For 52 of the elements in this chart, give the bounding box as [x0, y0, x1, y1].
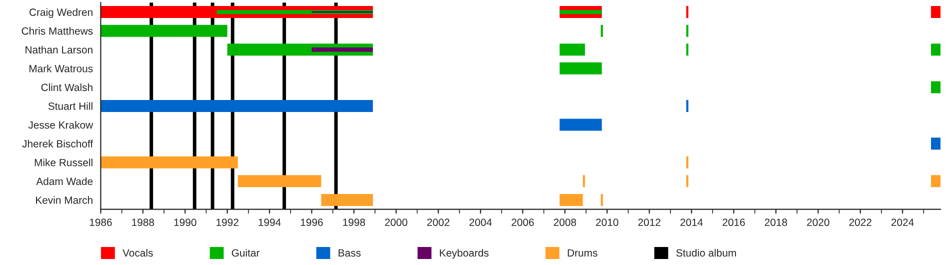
x-tick-label: 2000 [385, 218, 408, 226]
y-tick-label: Jesse Krakow [28, 121, 94, 129]
x-tick-label: 1996 [300, 218, 323, 226]
x-tick-label: 2012 [638, 218, 660, 226]
legend-label: Studio album [676, 248, 736, 257]
x-tick-label: 1994 [258, 218, 281, 226]
y-tick-label: Craig Wedren [30, 8, 92, 18]
x-tick-label: 1990 [174, 218, 196, 226]
y-tick-label: Adam Wade [36, 177, 93, 186]
x-tick-label: 1986 [90, 218, 112, 226]
bar [560, 194, 583, 206]
x-tick-label: 2004 [469, 218, 492, 226]
y-tick-label: Kevin March [36, 196, 92, 204]
legend-label: Vocals [122, 248, 153, 257]
bar [312, 48, 373, 52]
legend-label: Drums [568, 249, 598, 257]
bar [560, 62, 602, 74]
bar [100, 156, 238, 168]
x-tick-label: 1998 [343, 218, 366, 226]
x-tick-label: 2018 [764, 218, 788, 226]
legend-label: Bass [338, 249, 361, 257]
x-tick-label: 2020 [807, 218, 830, 226]
y-tick-label: Chris Matthews [22, 27, 93, 35]
x-tick-label: 2010 [596, 218, 618, 226]
y-tick-label: Clint Walsh [41, 83, 92, 92]
y-tick-label: Mike Russell [34, 158, 92, 166]
x-tick-label: 1992 [216, 218, 238, 226]
bar [931, 138, 940, 150]
y-tick-label: Stuart Hill [48, 102, 92, 110]
y-tick-label: Jherek Bischoff [22, 140, 94, 148]
bar [931, 6, 940, 18]
x-tick-label: 2014 [680, 218, 703, 226]
x-tick-label: 1988 [132, 218, 154, 226]
x-tick-label: 2008 [554, 218, 576, 226]
legend-label: Guitar [232, 248, 260, 257]
bar [931, 175, 940, 188]
bar [100, 24, 228, 37]
bar [238, 175, 322, 188]
bar [931, 81, 940, 94]
bar [560, 118, 602, 131]
x-tick-label: 2016 [722, 218, 745, 226]
x-tick-label: 2006 [512, 218, 534, 226]
legend-label: Keyboards [440, 248, 489, 259]
bar [100, 100, 373, 112]
y-tick-label: Nathan Larson [26, 46, 92, 54]
x-tick-label: 2024 [891, 218, 914, 226]
bar [321, 194, 373, 206]
x-tick-label: 2002 [427, 218, 450, 226]
y-tick-label: Mark Watrous [29, 64, 93, 72]
x-tick-label: 2022 [849, 218, 872, 226]
bar [560, 44, 585, 56]
bar [931, 44, 940, 56]
